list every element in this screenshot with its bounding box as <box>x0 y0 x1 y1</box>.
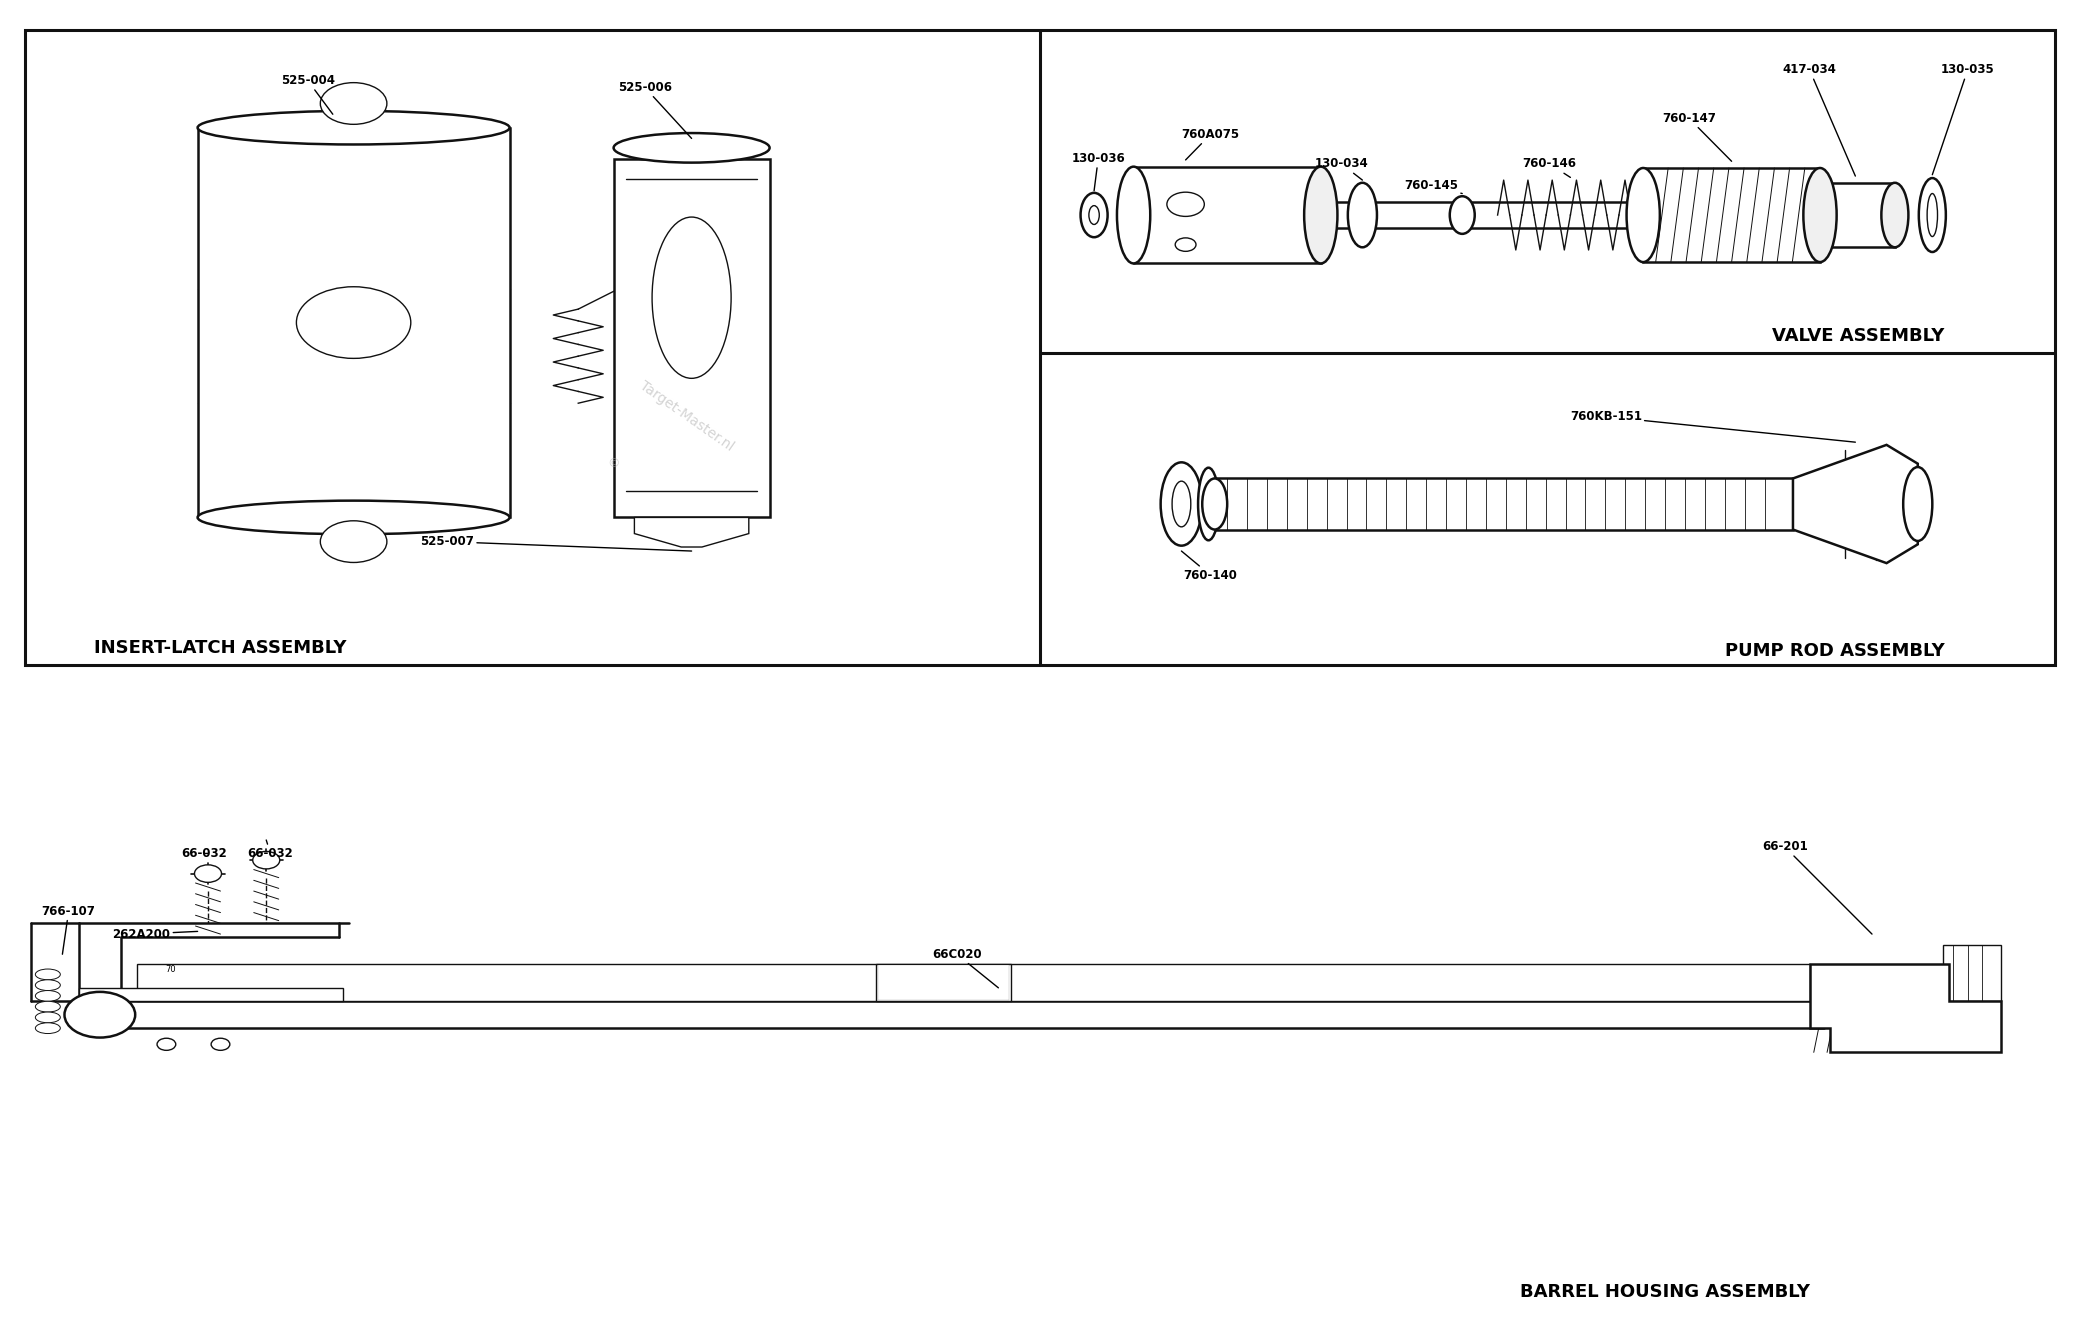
Text: 130-036: 130-036 <box>1071 152 1125 191</box>
Bar <box>614 159 770 517</box>
Text: 130-034: 130-034 <box>1315 157 1369 180</box>
Ellipse shape <box>254 851 279 870</box>
Text: 760-146: 760-146 <box>1523 157 1577 177</box>
Polygon shape <box>634 517 749 547</box>
Ellipse shape <box>198 112 510 145</box>
Ellipse shape <box>1304 167 1337 263</box>
Text: 760-147: 760-147 <box>1662 112 1733 161</box>
Ellipse shape <box>295 286 410 359</box>
Ellipse shape <box>1882 183 1909 247</box>
Bar <box>137 964 1810 1001</box>
Polygon shape <box>198 128 510 517</box>
Bar <box>876 964 1011 1001</box>
Ellipse shape <box>196 864 223 883</box>
Text: ©: © <box>607 457 620 470</box>
Ellipse shape <box>1202 478 1227 530</box>
Bar <box>1134 167 1321 263</box>
Text: Target-Master.nl: Target-Master.nl <box>636 379 736 454</box>
Text: 760KB-151: 760KB-151 <box>1570 410 1855 442</box>
Ellipse shape <box>1903 468 1932 542</box>
Text: 66-032: 66-032 <box>181 847 227 860</box>
Ellipse shape <box>158 1038 175 1051</box>
Ellipse shape <box>1090 206 1100 224</box>
Ellipse shape <box>35 980 60 991</box>
Ellipse shape <box>1167 192 1204 216</box>
Bar <box>25 30 2055 665</box>
Ellipse shape <box>35 1001 60 1012</box>
Text: INSERT-LATCH ASSEMBLY: INSERT-LATCH ASSEMBLY <box>94 640 345 657</box>
Text: PUMP ROD ASSEMBLY: PUMP ROD ASSEMBLY <box>1724 642 1945 660</box>
Text: 760A075: 760A075 <box>1181 128 1240 160</box>
Ellipse shape <box>1920 177 1947 253</box>
Text: VALVE ASSEMBLY: VALVE ASSEMBLY <box>1772 328 1945 345</box>
Ellipse shape <box>1198 468 1219 540</box>
Text: 760-145: 760-145 <box>1404 179 1462 194</box>
Text: 130-035: 130-035 <box>1932 63 1995 175</box>
Ellipse shape <box>1803 168 1837 262</box>
Ellipse shape <box>1928 194 1939 237</box>
Ellipse shape <box>35 1012 60 1023</box>
Bar <box>79 988 343 1001</box>
Text: BARREL HOUSING ASSEMBLY: BARREL HOUSING ASSEMBLY <box>1520 1284 1810 1301</box>
Polygon shape <box>1793 445 1918 563</box>
Bar <box>1943 945 2001 1001</box>
Text: 66-201: 66-201 <box>1762 840 1872 934</box>
Ellipse shape <box>1450 196 1475 234</box>
Bar <box>878 965 1009 1000</box>
Text: 66C020: 66C020 <box>932 948 998 988</box>
Ellipse shape <box>1348 183 1377 247</box>
Text: 525-007: 525-007 <box>420 535 691 551</box>
Text: 525-006: 525-006 <box>618 81 691 138</box>
Text: 417-034: 417-034 <box>1783 63 1855 176</box>
Bar <box>1215 478 1793 530</box>
Ellipse shape <box>35 991 60 1001</box>
Ellipse shape <box>614 133 770 163</box>
Ellipse shape <box>35 969 60 980</box>
Ellipse shape <box>1161 462 1202 546</box>
Ellipse shape <box>1173 481 1190 527</box>
Ellipse shape <box>1117 167 1150 263</box>
Bar <box>1816 183 1895 247</box>
Text: 760-140: 760-140 <box>1181 551 1238 582</box>
Text: 525-004: 525-004 <box>281 74 335 114</box>
Ellipse shape <box>198 501 510 535</box>
Text: 66-032: 66-032 <box>248 840 293 860</box>
Ellipse shape <box>320 520 387 563</box>
Ellipse shape <box>1175 238 1196 251</box>
Text: 70: 70 <box>164 965 177 973</box>
Ellipse shape <box>64 992 135 1038</box>
Ellipse shape <box>1627 168 1660 262</box>
Polygon shape <box>1810 964 2001 1052</box>
Ellipse shape <box>1082 194 1109 237</box>
Bar <box>320 309 387 396</box>
Ellipse shape <box>320 82 387 125</box>
Ellipse shape <box>35 1023 60 1034</box>
Text: 262A200: 262A200 <box>112 927 198 941</box>
Ellipse shape <box>212 1038 229 1051</box>
Bar <box>1643 168 1820 262</box>
Text: 766-107: 766-107 <box>42 905 96 954</box>
Ellipse shape <box>653 218 732 379</box>
